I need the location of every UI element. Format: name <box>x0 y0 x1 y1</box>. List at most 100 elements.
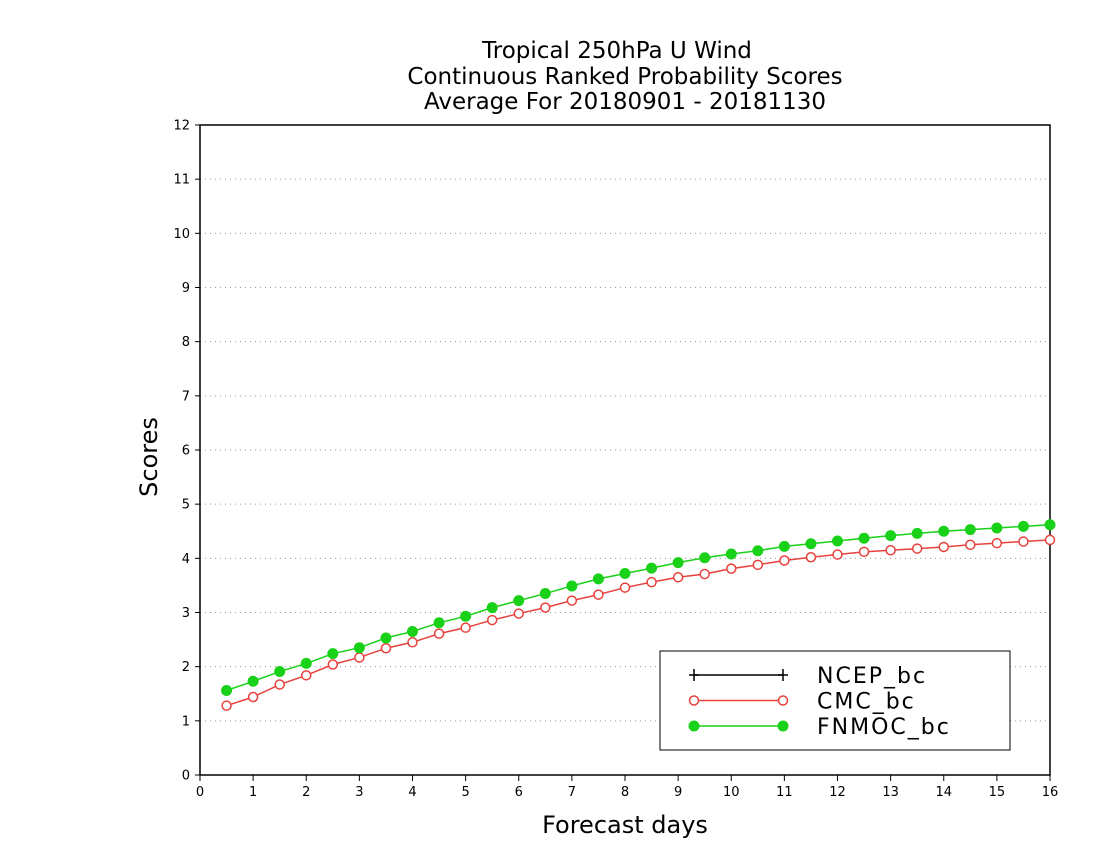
x-tick-label-4: 4 <box>408 785 416 800</box>
data-point-fnmoc-bc-22 <box>805 538 817 550</box>
legend-entry-ncep-bc: NCEP_bc <box>689 664 927 689</box>
data-point-cmc-bc-4 <box>327 659 339 670</box>
data-point-fnmoc-bc-6 <box>380 632 392 644</box>
data-point-cmc-bc-23 <box>832 549 843 560</box>
data-point-cmc-bc-9 <box>460 622 471 633</box>
data-point-fnmoc-bc-16 <box>646 562 658 574</box>
data-point-fnmoc-bc-2 <box>274 666 286 678</box>
data-point-fnmoc-bc-27 <box>938 525 950 537</box>
y-tick-label-10: 10 <box>173 227 190 242</box>
data-point-fnmoc-bc-29 <box>991 522 1003 534</box>
data-point-fnmoc-bc-13 <box>566 580 578 592</box>
data-point-cmc-bc-3 <box>301 670 312 681</box>
data-point-cmc-bc-27 <box>938 541 949 553</box>
legend-marker-end-ncep-bc <box>778 669 788 681</box>
data-point-cmc-bc-7 <box>407 637 418 648</box>
data-point-fnmoc-bc-17 <box>672 557 684 569</box>
y-tick-label-11: 11 <box>173 173 190 188</box>
data-point-fnmoc-bc-18 <box>699 552 711 564</box>
data-point-fnmoc-bc-4 <box>327 648 339 660</box>
grid <box>200 178 1050 722</box>
data-point-cmc-bc-31 <box>1044 534 1056 546</box>
x-tick-label-13: 13 <box>882 785 899 800</box>
data-point-cmc-bc-15 <box>619 582 631 593</box>
data-point-fnmoc-bc-25 <box>885 530 897 542</box>
data-point-cmc-bc-20 <box>752 559 764 571</box>
x-tick-label-8: 8 <box>621 785 629 800</box>
data-point-cmc-bc-17 <box>672 572 684 583</box>
data-point-fnmoc-bc-30 <box>1017 520 1029 532</box>
data-point-cmc-bc-25 <box>885 544 896 556</box>
x-tick-label-9: 9 <box>674 785 682 800</box>
chart-title-line-3: Average For 20180901 - 20181130 <box>424 89 826 115</box>
data-point-fnmoc-bc-26 <box>911 527 923 539</box>
legend-label-fnmoc-bc: FNMOC_bc <box>817 715 951 740</box>
data-point-cmc-bc-30 <box>1018 536 1029 547</box>
legend-entry-fnmoc-bc: FNMOC_bc <box>688 715 951 740</box>
legend-label-cmc-bc: CMC_bc <box>817 690 916 715</box>
legend-label-ncep-bc: NCEP_bc <box>817 664 927 689</box>
data-point-fnmoc-bc-23 <box>832 535 843 547</box>
data-point-fnmoc-bc-1 <box>247 675 259 687</box>
x-tick-label-3: 3 <box>355 785 363 800</box>
data-point-fnmoc-bc-31 <box>1044 519 1056 531</box>
y-tick-label-3: 3 <box>182 606 190 621</box>
data-point-fnmoc-bc-10 <box>486 602 498 614</box>
data-point-cmc-bc-8 <box>433 628 445 639</box>
data-point-fnmoc-bc-9 <box>460 610 472 622</box>
data-point-cmc-bc-14 <box>593 589 604 600</box>
data-point-cmc-bc-24 <box>858 546 870 558</box>
data-point-cmc-bc-10 <box>486 614 498 626</box>
data-point-fnmoc-bc-12 <box>539 588 551 600</box>
y-tick-label-6: 6 <box>182 444 190 459</box>
data-point-fnmoc-bc-5 <box>353 642 365 654</box>
data-point-cmc-bc-13 <box>566 595 578 606</box>
data-point-cmc-bc-6 <box>380 643 392 654</box>
data-point-fnmoc-bc-8 <box>433 617 445 629</box>
legend-entry-cmc-bc: CMC_bc <box>688 690 916 715</box>
data-point-cmc-bc-0 <box>221 700 232 711</box>
x-tick-label-2: 2 <box>302 785 310 800</box>
y-tick-label-0: 0 <box>182 769 190 784</box>
x-tick-label-5: 5 <box>461 785 469 800</box>
data-point-fnmoc-bc-14 <box>592 573 604 585</box>
data-point-fnmoc-bc-24 <box>858 532 870 544</box>
x-tick-label-16: 16 <box>1042 785 1059 800</box>
x-tick-label-10: 10 <box>723 785 740 800</box>
x-tick-label-1: 1 <box>249 785 257 800</box>
y-tick-label-1: 1 <box>182 714 190 729</box>
y-tick-label-8: 8 <box>182 335 190 350</box>
data-point-fnmoc-bc-7 <box>407 625 418 637</box>
data-point-fnmoc-bc-20 <box>752 545 764 557</box>
x-tick-label-0: 0 <box>196 785 204 800</box>
data-point-cmc-bc-26 <box>911 543 923 554</box>
y-tick-label-5: 5 <box>182 498 190 513</box>
data-point-fnmoc-bc-21 <box>778 540 790 552</box>
data-point-cmc-bc-5 <box>354 652 365 663</box>
x-tick-label-12: 12 <box>829 785 846 800</box>
data-point-cmc-bc-21 <box>779 555 790 566</box>
x-axis-label: Forecast days <box>542 811 708 839</box>
chart-title-line-2: Continuous Ranked Probability Scores <box>407 64 842 90</box>
legend-marker-start-ncep-bc <box>689 669 699 681</box>
data-point-fnmoc-bc-0 <box>221 685 233 696</box>
data-point-fnmoc-bc-11 <box>513 595 525 607</box>
legend-marker-end-cmc-bc <box>777 695 789 706</box>
data-point-cmc-bc-11 <box>513 608 524 619</box>
x-tick-label-6: 6 <box>515 785 523 800</box>
y-tick-label-7: 7 <box>182 389 190 404</box>
data-point-fnmoc-bc-3 <box>300 657 312 669</box>
data-point-cmc-bc-16 <box>646 576 657 588</box>
y-axis-label: Scores <box>135 417 163 497</box>
legend-marker-start-fnmoc-bc <box>688 720 700 732</box>
data-point-fnmoc-bc-19 <box>725 548 737 560</box>
data-point-cmc-bc-1 <box>247 691 259 703</box>
data-point-fnmoc-bc-15 <box>619 568 631 579</box>
data-point-cmc-bc-12 <box>540 602 551 613</box>
x-tick-label-11: 11 <box>776 785 793 800</box>
legend-marker-end-fnmoc-bc <box>777 720 789 732</box>
x-tick-label-14: 14 <box>935 785 952 800</box>
